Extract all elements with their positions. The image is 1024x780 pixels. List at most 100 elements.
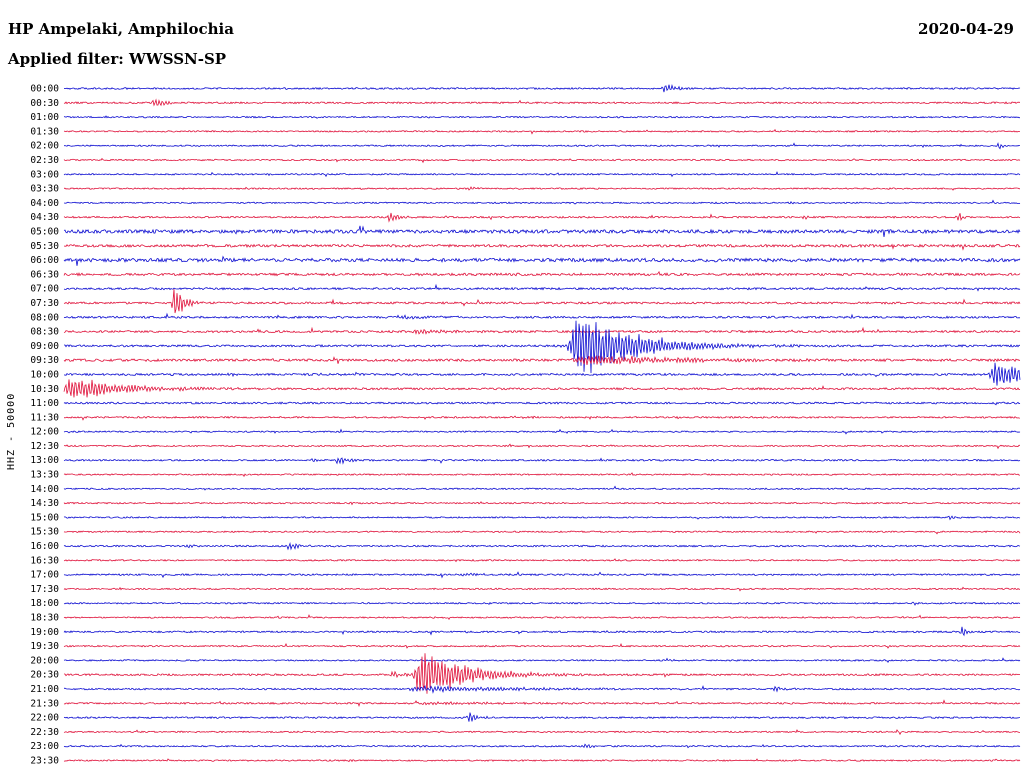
trace-row [63, 428, 1021, 435]
trace-row [63, 586, 1021, 592]
trace-row [63, 541, 1021, 551]
time-label: 23:30 [30, 756, 59, 767]
time-label: 09:00 [30, 341, 59, 352]
trace-row [63, 289, 1021, 314]
time-label: 16:00 [30, 541, 59, 552]
time-label: 22:00 [30, 713, 59, 724]
time-label: 15:30 [30, 527, 59, 538]
trace-row [63, 157, 1021, 164]
trace-row [63, 199, 1021, 205]
trace-row [63, 558, 1021, 563]
time-label: 09:30 [30, 355, 59, 366]
time-label: 12:00 [30, 427, 59, 438]
trace-row [63, 699, 1021, 708]
time-label: 23:00 [30, 741, 59, 752]
time-label: 00:00 [30, 84, 59, 95]
time-label: 02:00 [30, 141, 59, 152]
time-label: 14:00 [30, 484, 59, 495]
trace-row [63, 283, 1021, 292]
time-label: 20:00 [30, 655, 59, 666]
trace-row [63, 355, 1021, 365]
trace-row [63, 685, 1021, 694]
trace-row [63, 270, 1021, 277]
trace-row [64, 320, 1020, 374]
trace-row [63, 643, 1021, 649]
time-label: 11:30 [30, 412, 59, 423]
time-label: 07:30 [30, 298, 59, 309]
time-label: 01:00 [30, 112, 59, 123]
time-label: 21:00 [30, 684, 59, 695]
time-label: 03:00 [30, 169, 59, 180]
time-label: 04:30 [30, 212, 59, 223]
time-label: 12:30 [30, 441, 59, 452]
trace-row [63, 657, 1021, 663]
trace-row [63, 84, 1021, 93]
time-label: 19:30 [30, 641, 59, 652]
time-label: 04:00 [30, 198, 59, 209]
time-label: 10:30 [30, 384, 59, 395]
time-label: 00:30 [30, 98, 59, 109]
trace-row [63, 415, 1021, 421]
time-label: 10:00 [30, 370, 59, 381]
trace-row [63, 601, 1021, 606]
time-label: 11:00 [30, 398, 59, 409]
time-label: 14:30 [30, 498, 59, 509]
trace-row [63, 255, 1021, 266]
trace-row [63, 401, 1021, 406]
trace-row [63, 312, 1021, 320]
time-label: 06:00 [30, 255, 59, 266]
time-label: 01:30 [30, 126, 59, 137]
trace-row [63, 501, 1021, 506]
trace-row [63, 128, 1021, 135]
trace-row [63, 743, 1021, 749]
trace-row [63, 212, 1021, 223]
time-label: 16:30 [30, 555, 59, 566]
time-label: 02:30 [30, 155, 59, 166]
trace-row [63, 243, 1021, 251]
trace-row [63, 379, 1021, 398]
trace-row [63, 115, 1020, 119]
trace-row [63, 326, 1021, 335]
trace-row [63, 729, 1020, 736]
trace-row [63, 653, 1021, 694]
filter-label: Applied filter: WWSSN-SP [8, 50, 227, 68]
time-label: 22:30 [30, 727, 59, 738]
trace-row [63, 515, 1021, 521]
time-label: 06:30 [30, 269, 59, 280]
date-label: 2020-04-29 [918, 20, 1014, 38]
trace-row [63, 712, 1020, 722]
time-label: 05:00 [30, 227, 59, 238]
trace-row [63, 571, 1021, 579]
time-label: 08:30 [30, 327, 59, 338]
time-label: 21:30 [30, 698, 59, 709]
time-label: 13:30 [30, 470, 59, 481]
trace-row [63, 614, 1021, 621]
time-label: 07:00 [30, 284, 59, 295]
trace-row [63, 472, 1020, 478]
trace-row [63, 98, 1020, 107]
trace-row [63, 362, 1021, 386]
trace-row [63, 626, 1021, 637]
time-label: 18:00 [30, 598, 59, 609]
trace-row [63, 142, 1020, 150]
trace-row [63, 457, 1021, 465]
station-title: HP Ampelaki, Amphilochia [8, 20, 234, 38]
time-label: 19:00 [30, 627, 59, 638]
trace-row [63, 171, 1021, 178]
time-label: 13:00 [30, 455, 59, 466]
time-label: 05:30 [30, 241, 59, 252]
trace-row [63, 485, 1021, 491]
trace-row [63, 758, 1021, 763]
trace-row [63, 530, 1021, 535]
time-label: 20:30 [30, 670, 59, 681]
time-label: 17:30 [30, 584, 59, 595]
time-label: 17:00 [30, 570, 59, 581]
time-label: 08:00 [30, 312, 59, 323]
trace-row [63, 225, 1021, 237]
time-label: 15:00 [30, 512, 59, 523]
time-label: 18:30 [30, 613, 59, 624]
trace-row [63, 186, 1021, 191]
trace-row [63, 443, 1020, 450]
